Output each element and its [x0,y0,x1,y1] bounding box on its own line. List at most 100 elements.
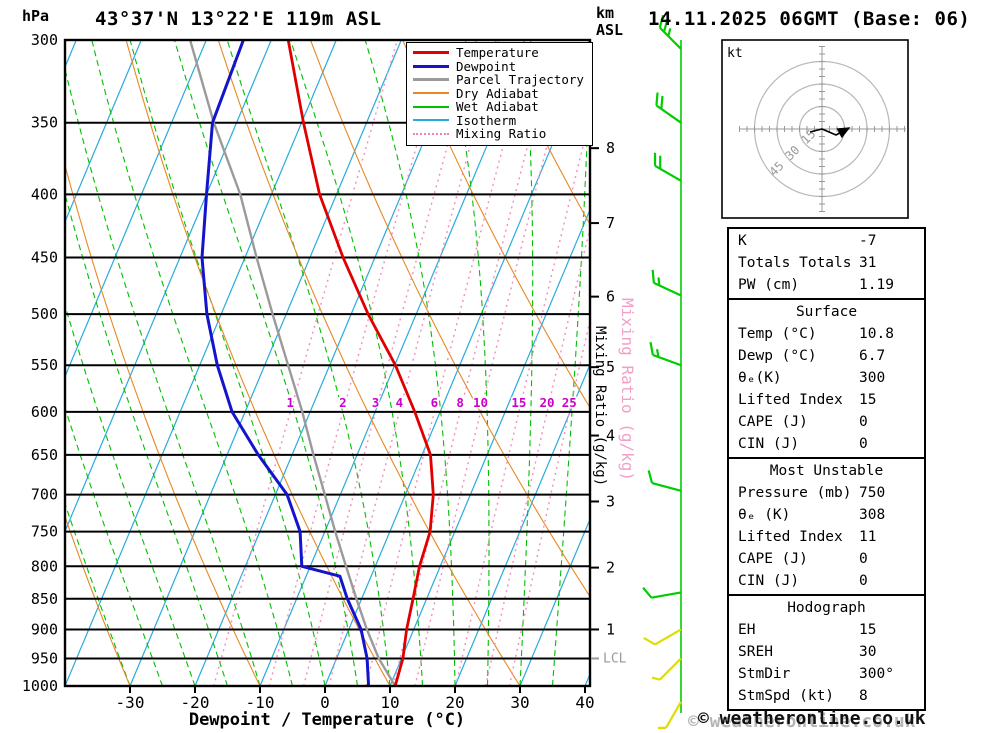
wind-barb [654,628,682,646]
stat-value: 10.8 [859,326,894,342]
mixing-ratio-value-label: 1 [287,395,295,410]
legend-item: Wet Adiabat [413,99,584,114]
plot-frame [63,38,592,688]
stat-value: 15 [859,622,877,638]
stat-row: CAPE (J) 0 [729,411,924,433]
pressure-tick-label: 850 [31,590,58,608]
stat-row: CIN (J) 0 [729,433,924,455]
pressure-axis-unit: hPa [22,7,50,25]
stat-value: 300° [859,666,894,682]
section-header: Most Unstable [769,463,884,479]
hodograph-unit-label: kt [727,46,743,61]
stat-row: Lifted Index 11 [729,526,924,548]
temp-tick-label: 30 [510,693,529,712]
pressure-tick-label: 1000 [22,677,58,695]
stat-label: PW (cm) [738,277,800,293]
mixing-ratio-value-label: 25 [562,395,577,410]
km-tick-label: 3 [606,492,615,510]
legend-line-sample [413,64,449,68]
pressure-tick-label: 650 [31,446,58,464]
mixing-ratio-axis-label-pink: Mixing Ratio (g/kg) [618,298,637,482]
legend-item: Parcel Trajectory [413,72,584,87]
stat-row: Dewp (°C) 6.7 [729,345,924,367]
stat-label: Dewp (°C) [738,348,817,364]
stat-row: EH 15 [729,619,924,641]
stat-label: Pressure (mb) [738,485,852,501]
mixing-ratio-value-label: 6 [431,395,439,410]
mixing-ratio-labels: 1 2 3 4 6 8 10 15 20 25 [285,393,578,411]
stat-value: 308 [859,507,886,523]
mixing-ratio-value-label: 3 [372,395,380,410]
section-header: Surface [795,304,858,320]
info-section-indices: K -7 Totals Totals 31 PW (cm) 1.19 [727,227,926,300]
legend-line-sample [413,92,449,95]
dewpoint-curve [200,40,371,686]
stat-label: CIN (J) [738,573,800,589]
info-section-surface: Surface Temp (°C) 10.8 Dewp (°C) 6.7 θₑ(K) 300… [727,298,926,459]
pressure-tick-label: 450 [31,249,58,267]
pressure-tick-label: 700 [31,486,58,504]
info-section-hodograph: Hodograph EH 15 SREH 30 StmDir 300° StmSpd (kt)… [727,594,926,711]
stat-label: StmSpd (kt) [738,688,835,704]
section-header: Hodograph [787,600,866,616]
legend-line-sample [413,51,449,55]
temperature-curve [286,40,435,686]
stat-value: 0 [859,436,868,452]
pressure-tick-label: 800 [31,557,58,575]
mixing-ratio-value-label: 2 [339,395,347,410]
hodograph-trace [809,127,851,139]
pressure-tick-label: 550 [31,356,58,374]
pressure-tick-label: 950 [31,649,58,667]
info-panel: K -7 Totals Totals 31 PW (cm) 1.19 Surface Temp… [727,227,926,711]
legend-item-label: Dewpoint [456,58,517,74]
mixing-ratio-value-label: 20 [539,395,554,410]
mixing-ratio-lines [213,40,590,686]
wind-barb [655,104,682,124]
km-tick-label: 5 [606,358,615,376]
mixing-ratio-axis-label: Mixing Ratio (g/kg) [592,326,608,487]
stat-value: 0 [859,414,868,430]
legend-line-sample [413,132,449,135]
stat-row: Pressure (mb) 750 [729,482,924,504]
wind-barb [653,281,682,297]
stat-row: PW (cm) 1.19 [729,274,924,296]
stat-value: 1.19 [859,277,894,293]
stat-label: StmDir [738,666,791,682]
legend-item-label: Temperature [456,45,539,61]
stat-row: θₑ (K) 308 [729,504,924,526]
mixing-ratio-value-label: 4 [396,395,404,410]
stat-row: Totals Totals 31 [729,252,924,274]
temp-tick-label: -10 [246,693,275,712]
pressure-tick-label: 350 [31,114,58,132]
stat-label: CAPE (J) [738,414,808,430]
pressure-tick-label: 600 [31,403,58,421]
km-tick-label: 2 [606,559,615,577]
height-axis-unit-km: km [596,4,615,22]
temp-tick-labels: -30 -20 -10 0 10 20 30 40 [116,686,595,712]
temp-tick-label: 0 [320,693,330,712]
stat-label: θₑ(K) [738,370,782,386]
stat-value: 0 [859,573,868,589]
pressure-tick-label: 750 [31,523,58,541]
legend-item-label: Dry Adiabat [456,85,539,101]
legend-item: Dewpoint [413,58,584,74]
stat-row: K -7 [729,230,924,252]
stat-label: EH [738,622,756,638]
wind-barb [651,591,682,599]
copyright-watermark: © weatheronline.co.uk [688,711,916,732]
lcl-label: LCL [603,651,627,666]
wind-barb [665,701,682,729]
wind-barb [652,353,682,367]
pressure-tick-label: 300 [31,31,58,49]
stat-label: K [738,233,747,249]
stat-row: SREH 30 [729,641,924,663]
legend-item-label: Mixing Ratio [456,126,547,142]
stat-label: Totals Totals [738,255,852,271]
stat-value: 8 [859,688,868,704]
page-title: 43°37'N 13°22'E 119m ASL [95,8,382,30]
stat-label: θₑ (K) [738,507,791,523]
wind-barbs [642,14,682,729]
